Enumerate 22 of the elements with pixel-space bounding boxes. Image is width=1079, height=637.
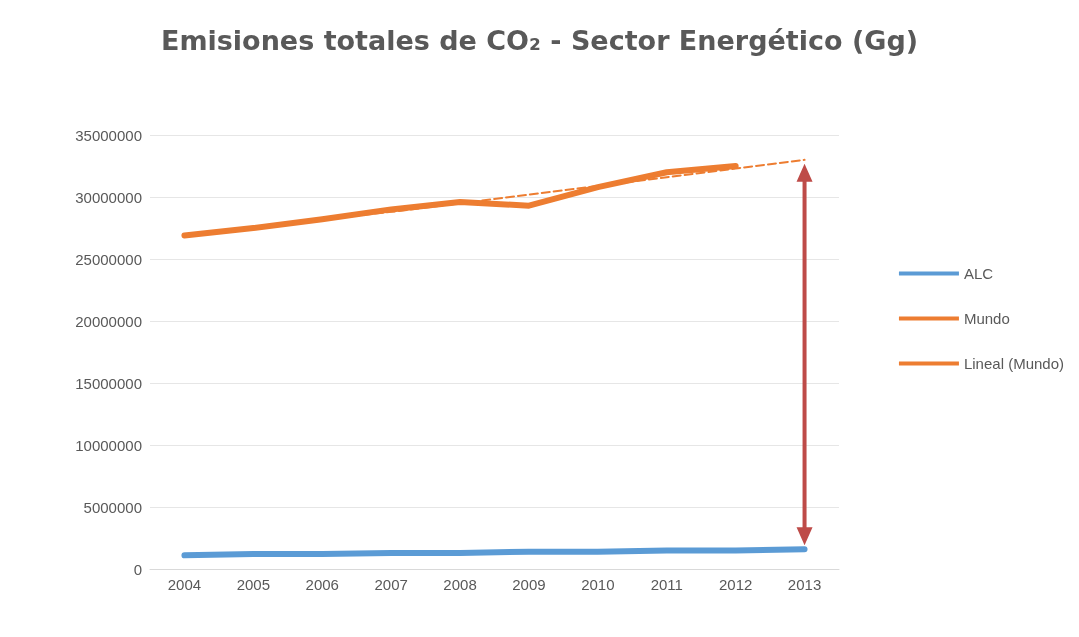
x-tick-label: 2010: [581, 576, 615, 593]
x-tick-label: 2009: [512, 576, 546, 593]
legend-label: Lineal (Mundo): [963, 355, 1065, 372]
y-tick-label: 35000000: [75, 126, 142, 144]
x-tick-label: 2005: [236, 576, 271, 593]
y-tick-label: 0: [133, 560, 142, 578]
x-tick-label: 2008: [443, 576, 477, 593]
y-tick-label: 10000000: [75, 436, 142, 454]
x-tick-label: 2013: [787, 576, 822, 593]
legend-label: Mundo: [963, 310, 1010, 327]
y-tick-label: 25000000: [75, 250, 142, 268]
legend-label: ALC: [963, 265, 994, 282]
x-tick-label: 2007: [374, 576, 408, 593]
y-tick-label: 15000000: [75, 374, 142, 392]
chart-title: Emisiones totales de CO₂ - Sector Energético (Gg): [160, 25, 919, 56]
x-tick-label: 2004: [167, 576, 202, 593]
y-tick-label: 20000000: [75, 312, 142, 330]
y-tick-label: 5000000: [83, 498, 142, 516]
y-tick-label: 30000000: [75, 188, 142, 206]
x-tick-label: 2011: [650, 576, 683, 593]
x-tick-label: 2006: [305, 576, 339, 593]
x-tick-label: 2012: [718, 576, 753, 593]
